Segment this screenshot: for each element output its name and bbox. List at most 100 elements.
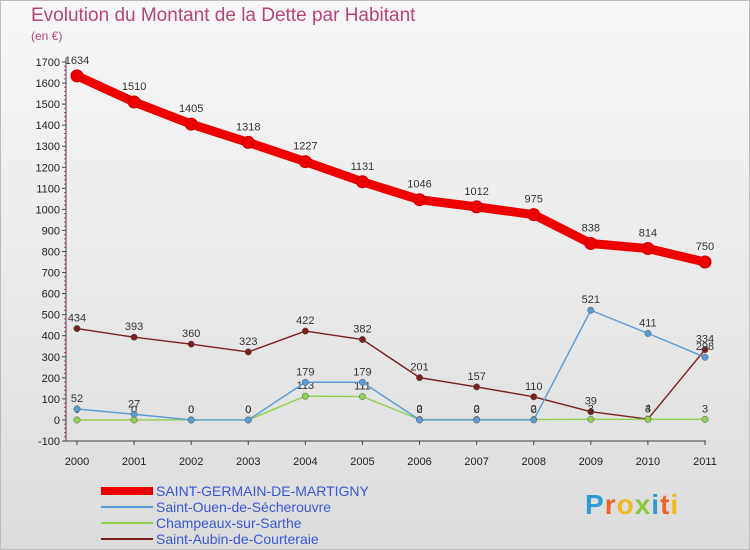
data-point xyxy=(73,405,81,413)
data-point xyxy=(70,69,84,83)
data-point xyxy=(473,416,481,424)
data-point xyxy=(473,383,481,391)
data-point xyxy=(530,416,538,424)
data-point xyxy=(530,393,538,401)
data-label: 434 xyxy=(68,313,86,325)
y-tick-label: 1500 xyxy=(36,99,60,111)
data-label: 975 xyxy=(525,194,543,206)
y-tick-label: 300 xyxy=(42,352,60,364)
data-label: 113 xyxy=(297,380,315,392)
data-label: 0 xyxy=(188,404,194,416)
data-label: 382 xyxy=(353,324,371,336)
x-tick-label: 2004 xyxy=(293,456,317,468)
data-point xyxy=(644,415,652,423)
data-label: 179 xyxy=(296,366,314,378)
logo-letter: r xyxy=(604,489,617,520)
legend-swatch xyxy=(101,522,153,524)
legend-label: Saint-Ouen-de-Sécherouvre xyxy=(156,499,332,515)
y-tick-label: 1600 xyxy=(36,78,60,90)
data-point xyxy=(130,333,138,341)
data-point xyxy=(244,416,252,424)
legend-swatch xyxy=(101,487,153,495)
logo-letter: x xyxy=(634,489,652,520)
y-tick-label: 1700 xyxy=(36,57,60,69)
data-label: 521 xyxy=(582,294,600,306)
data-label: 411 xyxy=(639,317,657,329)
data-label: 52 xyxy=(71,393,83,405)
series-line xyxy=(76,327,706,420)
legend-swatch xyxy=(101,538,153,540)
logo-letter: o xyxy=(616,489,635,520)
data-label: 157 xyxy=(467,371,485,383)
data-label: 1634 xyxy=(65,55,89,67)
data-point xyxy=(641,242,655,256)
data-point xyxy=(584,236,598,250)
data-label: 2 xyxy=(416,404,422,416)
x-tick-label: 2002 xyxy=(179,456,203,468)
y-tick-label: 200 xyxy=(42,373,60,385)
data-label: 1227 xyxy=(293,141,317,153)
data-point xyxy=(416,416,423,424)
data-point xyxy=(701,353,709,361)
data-label: 0 xyxy=(188,404,194,416)
chart-title: Evolution du Montant de la Dette par Hab… xyxy=(31,5,416,26)
data-label: 27 xyxy=(128,398,140,410)
data-point xyxy=(644,329,652,337)
y-tick-label: 700 xyxy=(42,268,60,280)
data-label: 360 xyxy=(182,328,200,340)
data-label: 110 xyxy=(525,381,543,393)
data-point xyxy=(298,155,312,169)
legend-label: SAINT-GERMAIN-DE-MARTIGNY xyxy=(156,483,369,499)
data-point xyxy=(244,348,252,356)
x-tick-label: 2003 xyxy=(236,456,260,468)
y-tick-label: 1400 xyxy=(36,120,60,132)
x-tick-label: 2006 xyxy=(407,456,431,468)
data-point xyxy=(587,306,595,314)
legend-label: Saint-Aubin-de-Courteraie xyxy=(156,531,319,547)
data-label: 3 xyxy=(702,403,708,415)
data-point xyxy=(701,415,709,423)
data-label: 2 xyxy=(531,404,537,416)
series-line xyxy=(76,395,706,421)
x-tick-label: 2001 xyxy=(122,456,146,468)
data-point xyxy=(527,208,541,222)
data-point xyxy=(359,336,366,343)
data-label: 1046 xyxy=(407,179,431,191)
data-point xyxy=(698,255,712,269)
data-label: 179 xyxy=(353,366,371,378)
data-label: 201 xyxy=(410,362,428,374)
data-label: 39 xyxy=(585,396,597,408)
data-label: 838 xyxy=(582,222,600,234)
data-label: 1131 xyxy=(351,161,375,173)
data-point xyxy=(184,117,198,131)
x-tick-label: 2009 xyxy=(579,456,603,468)
data-point xyxy=(73,416,81,424)
data-point xyxy=(187,340,195,348)
data-label: 1510 xyxy=(122,81,146,93)
data-label: 2 xyxy=(474,404,480,416)
y-tick-label: 1000 xyxy=(36,204,60,216)
y-tick-label: 600 xyxy=(42,289,60,301)
data-label: 1012 xyxy=(464,186,488,198)
data-label: 0 xyxy=(245,404,251,416)
y-tick-label: 1300 xyxy=(36,141,60,153)
x-tick-label: 2011 xyxy=(693,456,717,468)
y-tick-label: 100 xyxy=(42,394,60,406)
series-line xyxy=(72,71,710,267)
y-axis-unit: (en €) xyxy=(31,29,63,43)
y-tick-label: 500 xyxy=(42,310,60,322)
x-tick-label: 2010 xyxy=(636,456,660,468)
data-point xyxy=(470,200,484,214)
data-point xyxy=(416,374,423,382)
data-label: 1405 xyxy=(179,103,203,115)
data-label: 4 xyxy=(645,403,651,415)
y-tick-label: 800 xyxy=(42,247,60,259)
data-point xyxy=(359,393,366,401)
logo-letter: i xyxy=(670,489,680,520)
data-point xyxy=(187,416,195,424)
y-tick-label: 0 xyxy=(54,415,60,427)
y-tick-label: 1100 xyxy=(36,183,60,195)
data-label: 814 xyxy=(639,228,657,240)
data-point xyxy=(359,378,366,386)
